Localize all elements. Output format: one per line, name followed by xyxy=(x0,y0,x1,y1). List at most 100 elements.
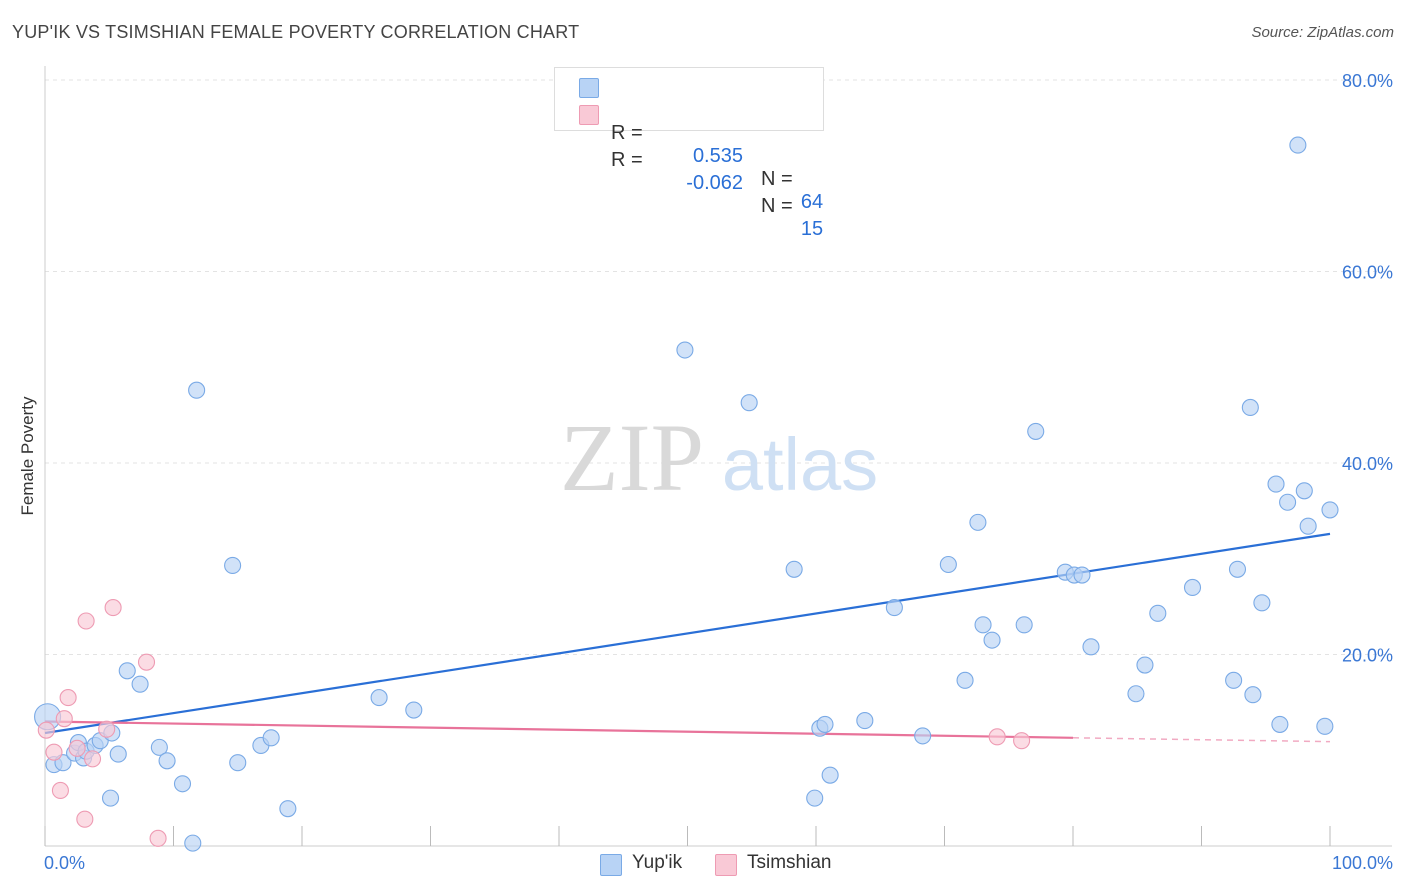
data-point xyxy=(1013,732,1031,750)
x-tick-labels: 0.0% 100.0% xyxy=(44,853,1393,873)
data-point xyxy=(229,754,247,772)
legend-label-tsimshian: Tsimshian xyxy=(747,852,832,873)
data-point xyxy=(1027,422,1045,440)
data-point xyxy=(988,728,1006,746)
data-point xyxy=(51,781,69,800)
data-point xyxy=(1271,715,1289,733)
data-point xyxy=(188,381,206,399)
data-point xyxy=(1225,671,1243,689)
axes xyxy=(44,66,1392,847)
legend-label-yupik: Yup'ik xyxy=(632,852,683,873)
y-tick-label: 20.0% xyxy=(1342,646,1393,666)
y-tick-label: 60.0% xyxy=(1342,263,1393,283)
data-point xyxy=(149,829,167,847)
data-point xyxy=(83,750,102,768)
legend-r-value: -0.062 xyxy=(686,172,743,194)
data-point xyxy=(914,727,932,745)
legend-swatch-yupik xyxy=(600,854,622,876)
grid-lines xyxy=(45,79,1392,655)
trend-line xyxy=(44,532,1331,735)
data-point xyxy=(59,689,77,707)
data-point xyxy=(1127,685,1145,703)
data-point xyxy=(956,671,974,689)
data-point xyxy=(806,789,824,807)
data-point xyxy=(1073,566,1091,584)
y-tick-label: 80.0% xyxy=(1342,71,1393,91)
legend-swatch-tsimshian xyxy=(715,854,737,876)
y-tick-labels: 20.0% 40.0% 60.0% 80.0% xyxy=(1342,71,1393,666)
data-point xyxy=(1267,475,1285,493)
legend-n-label: N = xyxy=(761,195,793,217)
data-point xyxy=(68,739,86,757)
data-point xyxy=(1228,560,1247,578)
data-point xyxy=(184,834,202,852)
data-point xyxy=(158,752,176,770)
data-point xyxy=(98,720,116,738)
data-point xyxy=(1321,501,1339,519)
data-point xyxy=(405,701,423,719)
chart-title: YUP'IK VS TSIMSHIAN FEMALE POVERTY CORRE… xyxy=(12,22,580,42)
data-point xyxy=(1241,398,1259,417)
data-point xyxy=(1316,717,1334,735)
legend-row-yupik: R = 0.535 N = 64 xyxy=(579,76,823,213)
legend-n-label: N = xyxy=(761,168,793,190)
data-point xyxy=(1299,517,1317,535)
data-point xyxy=(173,775,192,793)
trend-lines xyxy=(44,532,1331,743)
data-point xyxy=(118,662,136,680)
trend-line xyxy=(44,720,1074,739)
data-point xyxy=(77,612,95,630)
correlation-legend: R = 0.535 N = 64 R = -0.062 N = 15 xyxy=(554,67,824,240)
data-point xyxy=(37,721,55,739)
legend-r-label: R = xyxy=(611,122,643,144)
data-point xyxy=(1279,493,1297,511)
data-point xyxy=(969,513,987,531)
legend-r-value: 0.535 xyxy=(692,145,743,167)
data-point xyxy=(676,341,694,359)
data-point xyxy=(1295,482,1313,500)
data-point xyxy=(55,710,73,728)
data-point xyxy=(1183,578,1202,597)
legend-row-tsimshian: R = -0.062 N = 15 xyxy=(579,103,823,240)
data-point xyxy=(1253,594,1271,612)
data-point xyxy=(131,675,149,693)
legend-r-label: R = xyxy=(611,149,643,171)
data-point xyxy=(101,789,120,807)
watermark: ZIP atlas xyxy=(560,404,878,511)
data-point xyxy=(974,616,992,634)
legend-swatch-tsimshian xyxy=(579,105,599,125)
data-point xyxy=(109,745,127,763)
data-point xyxy=(816,715,834,733)
y-tick-label: 40.0% xyxy=(1342,454,1393,474)
data-point xyxy=(856,712,874,730)
data-point xyxy=(1015,616,1033,634)
data-point xyxy=(1244,686,1262,704)
trend-line-extension xyxy=(1072,737,1331,743)
legend-n-value: 64 xyxy=(800,191,824,213)
data-point xyxy=(1149,604,1167,622)
chart-source: Source: ZipAtlas.com xyxy=(1251,24,1394,41)
watermark-zip: ZIP xyxy=(560,404,704,511)
data-points xyxy=(34,136,1339,852)
x-tick-label: 100.0% xyxy=(1332,853,1393,873)
data-point xyxy=(785,560,803,578)
data-point xyxy=(370,689,388,707)
legend-n-value: 15 xyxy=(800,218,824,240)
data-point xyxy=(262,729,280,747)
data-point xyxy=(104,599,122,617)
data-point xyxy=(45,743,63,761)
data-point xyxy=(983,631,1001,649)
data-point xyxy=(1136,656,1154,674)
data-point xyxy=(150,738,168,756)
data-point xyxy=(224,556,242,575)
data-point xyxy=(821,766,839,784)
data-point xyxy=(885,599,903,617)
data-point xyxy=(137,653,156,671)
y-axis-label: Female Poverty xyxy=(18,396,37,516)
data-point xyxy=(1082,638,1100,656)
legend-swatch-yupik xyxy=(579,78,599,98)
data-point xyxy=(76,810,94,828)
x-tick-label: 0.0% xyxy=(44,853,85,873)
data-point xyxy=(1289,136,1307,154)
